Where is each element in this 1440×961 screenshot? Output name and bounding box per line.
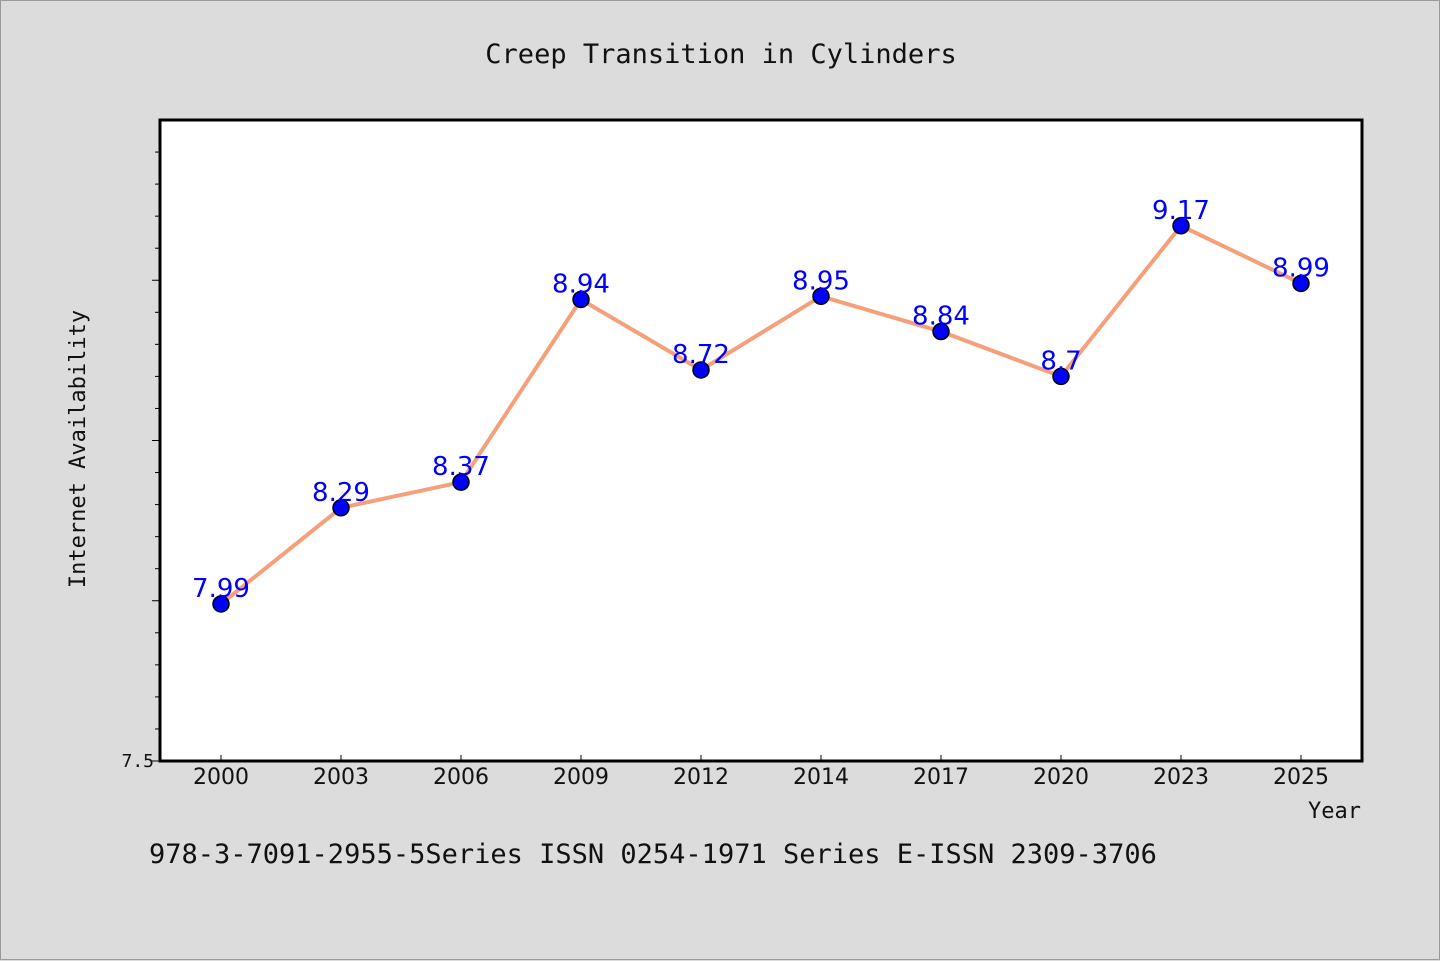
x-tick-label: 2025 xyxy=(1273,765,1329,790)
data-label: 8.29 xyxy=(312,478,370,508)
data-point xyxy=(212,595,230,613)
series-line-group xyxy=(219,223,1303,606)
data-label: 8.95 xyxy=(792,266,850,296)
data-markers xyxy=(212,217,1310,613)
data-label: 8.7 xyxy=(1040,346,1081,376)
x-axis-title: Year xyxy=(1308,799,1361,824)
footer-text: 978-3-7091-2955-5Series ISSN 0254-1971 S… xyxy=(149,839,1157,870)
y-axis-ticks: 7.5 xyxy=(121,151,160,772)
data-point xyxy=(812,287,830,306)
x-tick-label: 2014 xyxy=(793,765,849,790)
data-point xyxy=(932,322,950,341)
y-axis-title: Internet Availability xyxy=(66,310,91,588)
chart-title: Creep Transition in Cylinders xyxy=(485,39,956,70)
data-label: 8.94 xyxy=(552,269,610,299)
data-label: 7.99 xyxy=(192,574,250,604)
data-label: 9.17 xyxy=(1152,196,1210,226)
x-tick-label: 2006 xyxy=(433,765,489,790)
data-point xyxy=(1292,274,1310,293)
data-label: 8.99 xyxy=(1272,253,1330,283)
plot-area xyxy=(158,118,1364,763)
data-point xyxy=(332,499,350,517)
x-tick-label: 2003 xyxy=(313,765,369,790)
x-tick-label: 2009 xyxy=(553,765,609,790)
x-tick-label: 2023 xyxy=(1153,765,1209,790)
x-axis-ticks: 2000 2003 2006 2009 2012 2014 2017 2020 2023 2025 xyxy=(193,755,1329,790)
series-line xyxy=(219,223,1303,606)
data-point xyxy=(572,290,590,309)
data-label: 8.37 xyxy=(432,452,490,482)
data-point xyxy=(1172,217,1190,235)
y-tick-label: 7.5 xyxy=(121,751,154,772)
x-tick-label: 2012 xyxy=(673,765,729,790)
data-label: 8.72 xyxy=(672,340,730,370)
data-point xyxy=(1052,367,1070,386)
data-label: 8.84 xyxy=(912,302,970,332)
data-point xyxy=(692,361,710,379)
x-tick-label: 2000 xyxy=(193,765,249,790)
x-tick-label: 2020 xyxy=(1033,765,1089,790)
data-labels: 7.99 8.29 8.37 8.94 8.72 8.95 8.84 8.7 9.17 8.99 xyxy=(192,196,1330,604)
x-tick-label: 2017 xyxy=(913,765,969,790)
data-point xyxy=(452,473,470,491)
